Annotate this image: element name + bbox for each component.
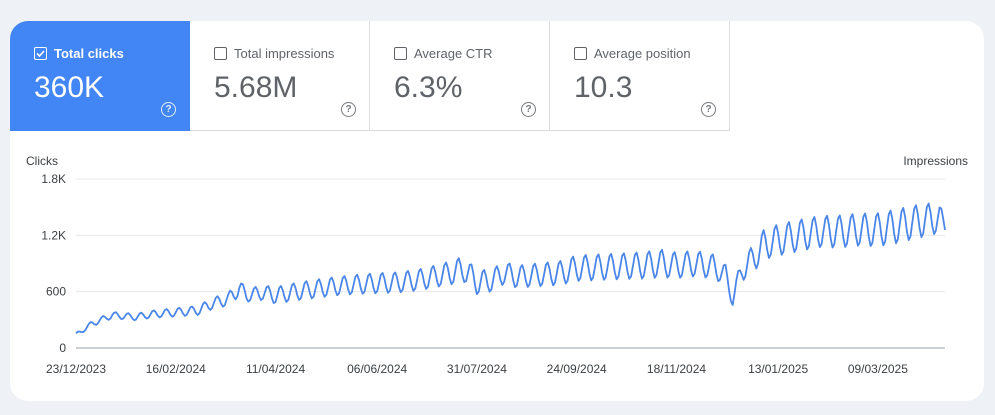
metric-value: 360K [34,71,105,104]
help-icon[interactable]: ? [161,102,176,117]
checkbox-checked-icon[interactable] [34,47,47,60]
performance-card: Total clicks 360K ? Total impressions 5.… [10,21,984,401]
y-tick-label: 600 [46,285,66,299]
y-tick-label: 1.2K [41,228,66,242]
metric-total-impressions[interactable]: Total impressions 5.68M ? [190,21,370,131]
metric-average-ctr[interactable]: Average CTR 6.3% ? [370,21,550,131]
help-icon[interactable]: ? [341,102,356,117]
x-tick-label: 13/01/2025 [748,362,808,376]
help-icon[interactable]: ? [701,102,716,117]
checkbox-unchecked-icon[interactable] [574,47,587,60]
x-tick-label: 09/03/2025 [848,362,908,376]
clicks-chart[interactable]: 0 600 1.2K 1.8K 23/12/2023 16/02/2024 11/04/2… [10,21,984,401]
help-icon[interactable]: ? [521,102,536,117]
metric-total-clicks[interactable]: Total clicks 360K ? [10,21,190,131]
metric-average-position[interactable]: Average position 10.3 ? [550,21,730,131]
y-tick-label: 1.8K [41,172,66,186]
y-axis-title-right: Impressions [903,154,968,168]
y-axis-title-left: Clicks [26,154,58,168]
metric-label: Total clicks [54,46,124,61]
series-layer [75,202,946,335]
x-tick-label: 24/09/2024 [547,362,607,376]
x-tick-label: 16/02/2024 [146,362,206,376]
metric-label: Average CTR [414,46,493,61]
series-line-clicks [75,202,946,335]
metric-label: Average position [594,46,691,61]
metric-value: 10.3 [574,71,633,104]
metric-tabs: Total clicks 360K ? Total impressions 5.… [10,21,730,131]
metric-value: 6.3% [394,71,463,104]
checkbox-unchecked-icon[interactable] [214,47,227,60]
x-tick-label: 11/04/2024 [246,362,305,376]
x-tick-label: 31/07/2024 [447,362,507,376]
x-tick-label: 18/11/2024 [647,362,706,376]
y-tick-labels: 0 600 1.2K 1.8K [41,172,66,355]
checkbox-unchecked-icon[interactable] [394,47,407,60]
metric-label: Total impressions [234,46,335,61]
x-tick-labels: 23/12/2023 16/02/2024 11/04/2024 06/06/2024… [46,362,908,376]
x-tick-label: 23/12/2023 [46,362,106,376]
y-tick-label: 0 [59,341,66,355]
gridlines [76,178,945,349]
x-tick-label: 06/06/2024 [347,362,407,376]
metric-value: 5.68M [214,71,298,104]
